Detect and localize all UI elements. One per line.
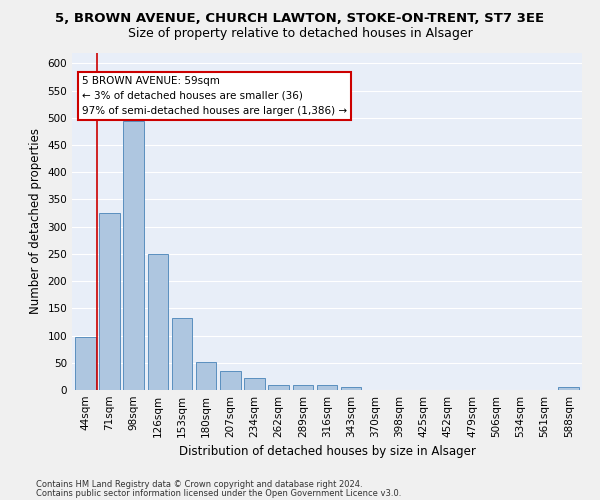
Bar — [196, 362, 217, 390]
Text: Contains HM Land Registry data © Crown copyright and database right 2024.: Contains HM Land Registry data © Crown c… — [36, 480, 362, 489]
Bar — [148, 254, 168, 390]
Bar — [317, 384, 337, 390]
Bar — [293, 384, 313, 390]
Text: Size of property relative to detached houses in Alsager: Size of property relative to detached ho… — [128, 28, 472, 40]
Text: 5, BROWN AVENUE, CHURCH LAWTON, STOKE-ON-TRENT, ST7 3EE: 5, BROWN AVENUE, CHURCH LAWTON, STOKE-ON… — [55, 12, 545, 26]
Y-axis label: Number of detached properties: Number of detached properties — [29, 128, 42, 314]
Bar — [75, 337, 95, 390]
Text: Contains public sector information licensed under the Open Government Licence v3: Contains public sector information licen… — [36, 488, 401, 498]
Bar — [244, 378, 265, 390]
Bar — [559, 388, 579, 390]
Text: 5 BROWN AVENUE: 59sqm
← 3% of detached houses are smaller (36)
97% of semi-detac: 5 BROWN AVENUE: 59sqm ← 3% of detached h… — [82, 76, 347, 116]
Bar — [341, 388, 361, 390]
Bar — [172, 318, 192, 390]
Bar — [124, 120, 144, 390]
Bar — [268, 384, 289, 390]
Bar — [220, 371, 241, 390]
Bar — [99, 213, 120, 390]
X-axis label: Distribution of detached houses by size in Alsager: Distribution of detached houses by size … — [179, 446, 475, 458]
